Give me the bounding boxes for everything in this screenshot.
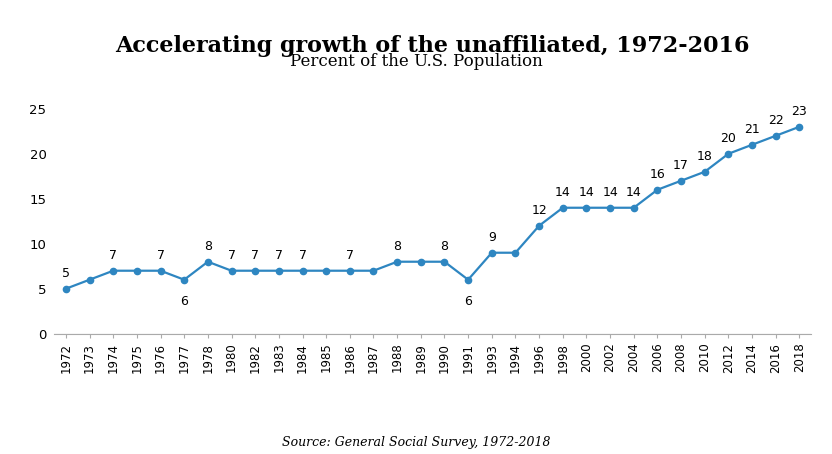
Text: 12: 12 (532, 204, 547, 217)
Text: 5: 5 (62, 267, 70, 281)
Text: 23: 23 (791, 105, 807, 118)
Text: Source: General Social Survey, 1972-2018: Source: General Social Survey, 1972-2018 (282, 436, 550, 449)
Text: 14: 14 (555, 187, 571, 199)
Text: 17: 17 (673, 159, 689, 173)
Text: 7: 7 (251, 249, 260, 262)
Text: 7: 7 (156, 249, 165, 262)
Text: 9: 9 (488, 232, 496, 244)
Text: 7: 7 (299, 249, 306, 262)
Text: 16: 16 (650, 168, 666, 182)
Text: 7: 7 (109, 249, 117, 262)
Text: 14: 14 (578, 187, 594, 199)
Text: 7: 7 (346, 249, 354, 262)
Text: 8: 8 (394, 240, 401, 253)
Text: 6: 6 (464, 295, 472, 308)
Text: 20: 20 (721, 133, 736, 145)
Text: 14: 14 (602, 187, 618, 199)
Text: 21: 21 (744, 123, 760, 137)
Text: 8: 8 (204, 240, 212, 253)
Text: 8: 8 (440, 240, 448, 253)
Text: 7: 7 (275, 249, 283, 262)
Text: 22: 22 (768, 114, 784, 128)
Text: 6: 6 (181, 295, 188, 308)
Title: Accelerating growth of the unaffiliated, 1972-2016: Accelerating growth of the unaffiliated,… (116, 35, 750, 57)
Text: 7: 7 (227, 249, 235, 262)
Text: 14: 14 (626, 187, 641, 199)
Text: Percent of the U.S. Population: Percent of the U.S. Population (290, 54, 542, 70)
Text: 18: 18 (696, 150, 713, 163)
